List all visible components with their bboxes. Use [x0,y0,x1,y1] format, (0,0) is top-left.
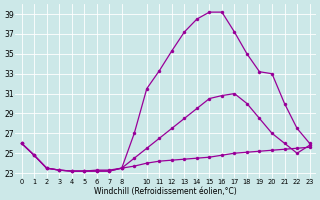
X-axis label: Windchill (Refroidissement éolien,°C): Windchill (Refroidissement éolien,°C) [94,187,237,196]
